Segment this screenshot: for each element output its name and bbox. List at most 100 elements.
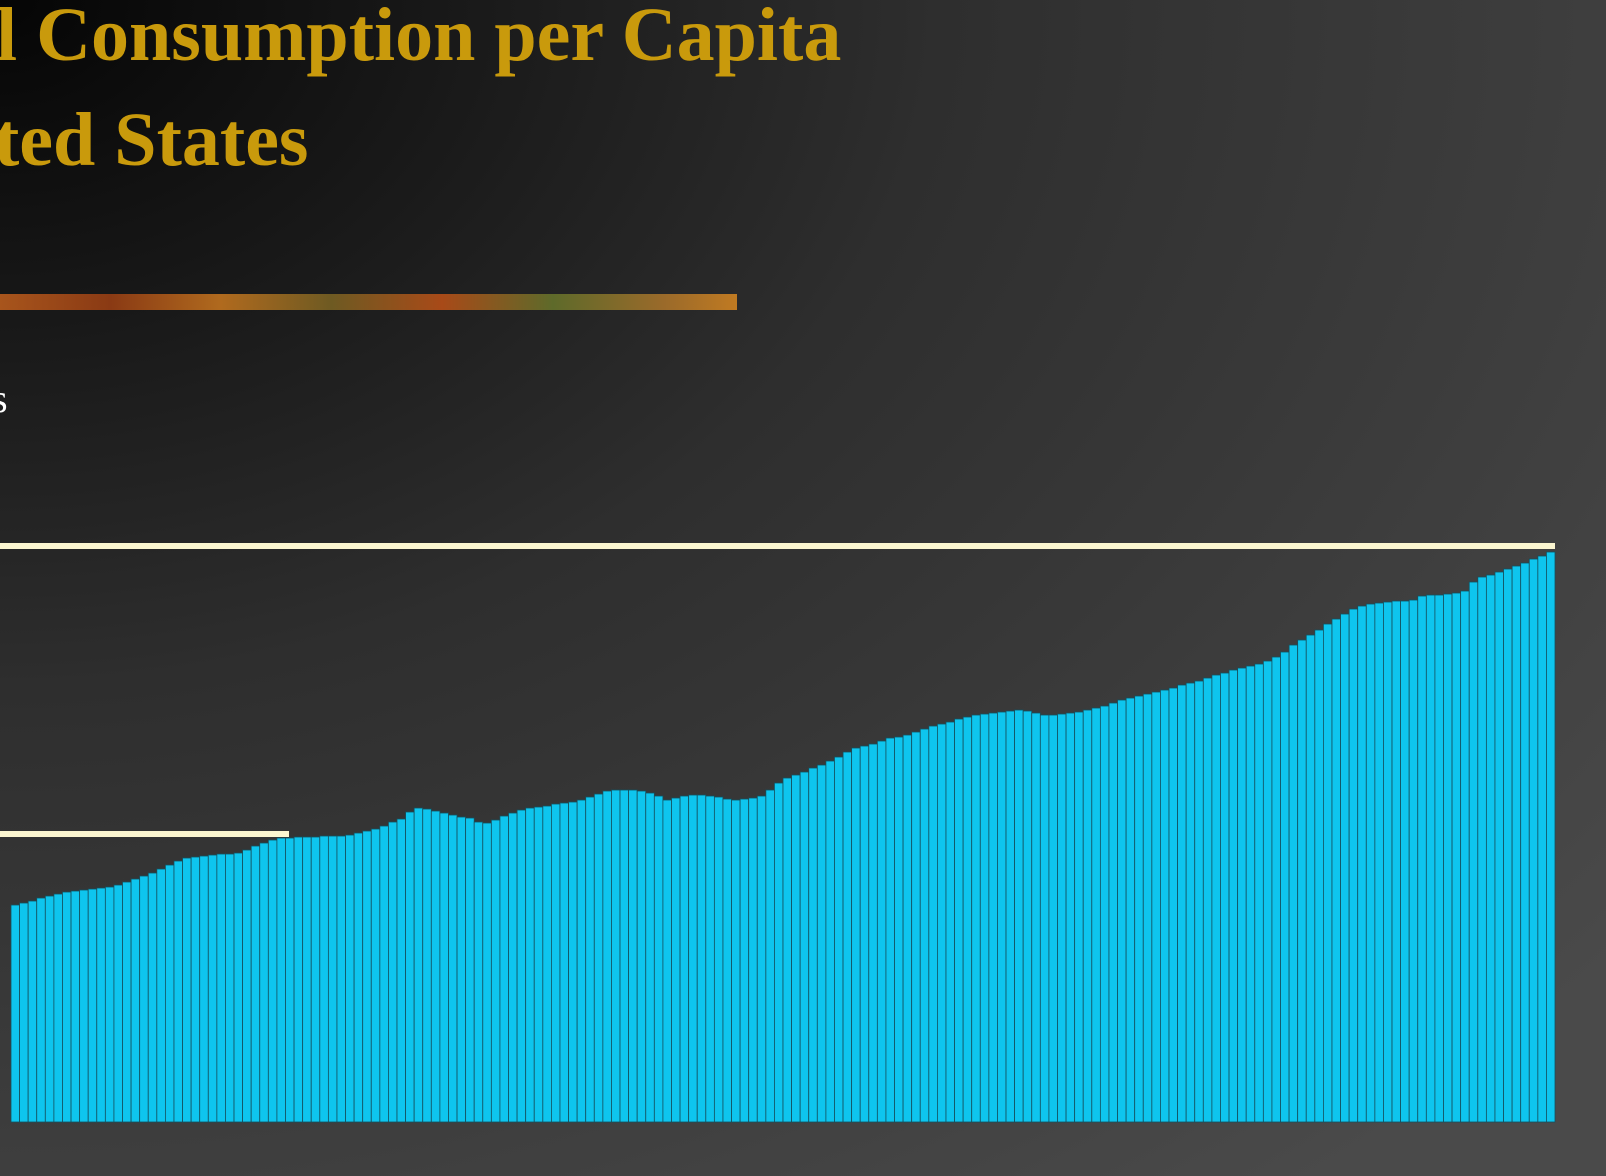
bar bbox=[997, 711, 1007, 1123]
bar bbox=[430, 810, 441, 1123]
bar bbox=[1383, 601, 1393, 1123]
bar bbox=[302, 836, 312, 1123]
bar bbox=[731, 799, 741, 1123]
bar bbox=[1443, 593, 1453, 1123]
bar bbox=[362, 830, 372, 1123]
bar bbox=[928, 725, 938, 1123]
bar bbox=[1228, 669, 1239, 1123]
bar bbox=[53, 893, 63, 1123]
bar bbox=[173, 860, 183, 1123]
bar bbox=[962, 716, 973, 1123]
bar bbox=[1400, 600, 1410, 1123]
bar bbox=[576, 799, 587, 1123]
bar bbox=[868, 743, 878, 1123]
bar bbox=[799, 771, 810, 1123]
bar bbox=[756, 795, 767, 1123]
bar bbox=[285, 837, 295, 1123]
bar bbox=[653, 795, 664, 1123]
bar bbox=[473, 821, 484, 1123]
bar bbox=[1434, 594, 1444, 1123]
bar bbox=[748, 797, 758, 1123]
bar bbox=[1142, 693, 1153, 1123]
bar bbox=[1245, 665, 1256, 1123]
bar bbox=[508, 812, 518, 1123]
bar bbox=[816, 764, 827, 1123]
bar bbox=[542, 805, 552, 1123]
bar bbox=[345, 834, 355, 1123]
bar bbox=[310, 836, 321, 1123]
bar bbox=[27, 900, 38, 1123]
bar bbox=[696, 794, 707, 1123]
bar bbox=[87, 888, 98, 1123]
bar bbox=[456, 816, 467, 1123]
bar bbox=[482, 822, 492, 1123]
bar bbox=[1485, 574, 1496, 1123]
bar bbox=[1374, 602, 1384, 1123]
bar bbox=[945, 721, 955, 1123]
bar bbox=[1262, 660, 1273, 1123]
bar bbox=[1323, 623, 1333, 1123]
bar bbox=[413, 807, 424, 1123]
bar bbox=[70, 890, 81, 1123]
bar bbox=[859, 745, 870, 1123]
bar bbox=[44, 895, 55, 1123]
bar bbox=[448, 814, 458, 1123]
bar bbox=[1194, 680, 1204, 1123]
bar bbox=[619, 789, 629, 1123]
bar bbox=[1202, 677, 1213, 1123]
bar bbox=[593, 793, 604, 1123]
bar bbox=[979, 713, 990, 1123]
bar bbox=[1331, 618, 1341, 1123]
bar bbox=[1237, 667, 1247, 1123]
bar bbox=[516, 809, 527, 1123]
bar bbox=[688, 794, 698, 1123]
bar bbox=[739, 798, 750, 1123]
bar bbox=[370, 828, 381, 1123]
bar bbox=[1254, 663, 1264, 1123]
bar bbox=[164, 864, 175, 1123]
bar bbox=[1391, 600, 1401, 1123]
bar bbox=[1280, 651, 1290, 1123]
bar bbox=[1031, 712, 1041, 1123]
bar bbox=[765, 789, 775, 1123]
bar bbox=[1528, 558, 1539, 1123]
bar bbox=[1082, 709, 1093, 1123]
bar bbox=[139, 875, 149, 1123]
bar bbox=[988, 712, 998, 1123]
bar bbox=[1074, 711, 1084, 1123]
bar bbox=[533, 806, 544, 1123]
bar bbox=[713, 796, 724, 1123]
bar bbox=[379, 825, 389, 1123]
bar bbox=[190, 856, 201, 1123]
bar bbox=[1546, 551, 1556, 1123]
bar bbox=[937, 723, 947, 1123]
bar bbox=[919, 728, 930, 1123]
bar bbox=[10, 904, 20, 1123]
bar bbox=[1357, 605, 1367, 1123]
bar bbox=[1211, 674, 1221, 1123]
bar bbox=[1065, 712, 1076, 1123]
bar bbox=[1451, 592, 1462, 1123]
bar bbox=[834, 756, 844, 1123]
bar bbox=[130, 878, 141, 1123]
body-text: s bbox=[0, 376, 8, 421]
bar bbox=[388, 821, 398, 1123]
bar bbox=[465, 817, 475, 1123]
bar bbox=[1134, 695, 1144, 1123]
bar bbox=[19, 902, 29, 1123]
bar bbox=[559, 802, 569, 1123]
bar bbox=[79, 889, 89, 1123]
bar bbox=[225, 853, 235, 1123]
bar bbox=[147, 872, 158, 1123]
bar bbox=[1039, 714, 1050, 1123]
bar bbox=[1340, 613, 1350, 1123]
bar bbox=[602, 790, 612, 1123]
bar bbox=[1365, 603, 1376, 1123]
bar bbox=[319, 835, 329, 1123]
bar bbox=[1108, 702, 1118, 1123]
bar bbox=[1220, 672, 1230, 1123]
bar bbox=[971, 714, 981, 1123]
bar bbox=[782, 777, 792, 1123]
bar bbox=[1271, 656, 1281, 1123]
bar bbox=[276, 837, 286, 1123]
